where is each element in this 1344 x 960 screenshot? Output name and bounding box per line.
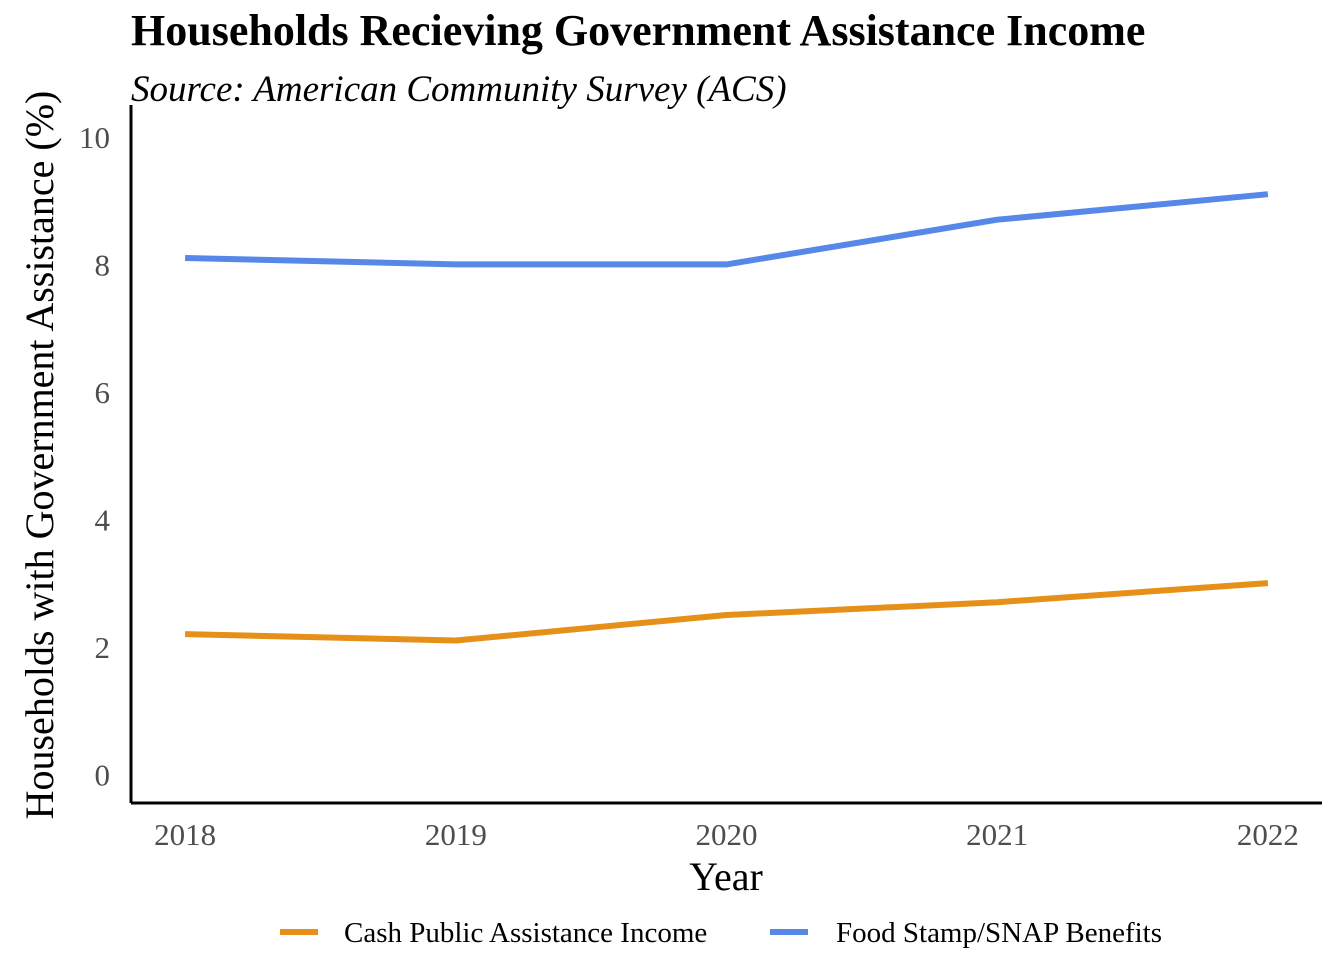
series-line-cash-public-assistance-income <box>185 580 1269 644</box>
y-tick-label: 0 <box>95 757 111 792</box>
series-line-food-stamp-snap-benefits <box>185 191 1269 268</box>
y-tick-labels: 0 2 4 6 8 10 <box>79 120 111 792</box>
x-tick-label: 2018 <box>154 817 216 852</box>
chart-subtitle: Source: American Community Survey (ACS) <box>131 69 787 110</box>
legend-label: Food Stamp/SNAP Benefits <box>836 917 1162 949</box>
x-tick-label: 2019 <box>425 817 487 852</box>
x-tick-label: 2021 <box>966 817 1028 852</box>
y-tick-label: 10 <box>79 120 110 155</box>
x-tick-label: 2022 <box>1237 817 1299 852</box>
y-axis-title: Households with Government Assistance (%… <box>17 91 62 820</box>
chart-title: Households Recieving Government Assistan… <box>131 6 1145 55</box>
y-tick-label: 4 <box>95 502 111 537</box>
y-tick-label: 6 <box>95 375 111 410</box>
y-tick-label: 8 <box>95 247 111 282</box>
x-tick-labels: 2018 2019 2020 2021 2022 <box>154 817 1299 852</box>
series-layer <box>185 191 1269 644</box>
legend-label: Cash Public Assistance Income <box>344 917 707 949</box>
x-tick-label: 2020 <box>696 817 758 852</box>
legend: Cash Public Assistance Income Food Stamp/… <box>280 917 1162 949</box>
y-tick-label: 2 <box>95 630 111 665</box>
x-axis-title: Year <box>689 854 763 899</box>
